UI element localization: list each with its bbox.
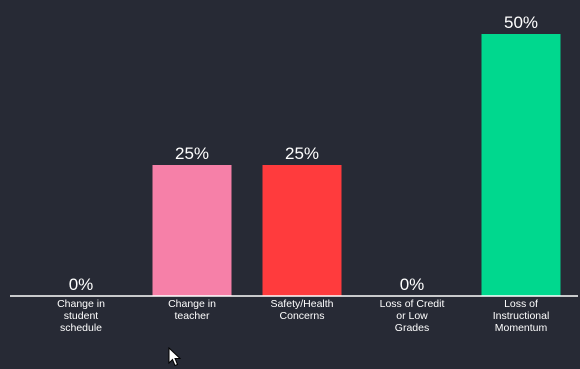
- category-label-line: Safety/Health: [270, 298, 333, 310]
- category-label-line: Momentum: [495, 322, 548, 334]
- value-label-2: 25%: [285, 144, 319, 163]
- mouse-pointer-icon: [168, 347, 182, 367]
- value-label-1: 25%: [175, 144, 209, 163]
- category-label-0: Change in student schedule: [57, 298, 105, 334]
- category-label-line: schedule: [60, 322, 102, 334]
- category-label-line: Change in: [168, 298, 216, 310]
- bar-1: [152, 165, 232, 296]
- bar-4: [481, 34, 561, 296]
- category-label-2: Safety/Health Concerns: [270, 298, 333, 322]
- category-label-line: Loss of Credit: [380, 298, 445, 310]
- value-labels-group: 0% 25% 25% 0% 50%: [69, 13, 538, 294]
- value-label-4: 50%: [504, 13, 538, 32]
- category-label-line: Change in: [57, 298, 105, 310]
- category-label-3: Loss of Credit or Low Grades: [380, 298, 445, 334]
- category-label-line: Concerns: [280, 310, 325, 322]
- category-label-1: Change in teacher: [168, 298, 216, 322]
- category-label-line: Loss of: [504, 298, 538, 310]
- category-label-line: or Low: [396, 310, 428, 322]
- category-label-line: teacher: [174, 310, 210, 322]
- category-label-line: Grades: [395, 322, 429, 334]
- value-label-3: 0%: [400, 275, 425, 294]
- category-label-line: student: [64, 310, 99, 322]
- bars-group: [152, 34, 561, 296]
- category-label-line: Instructional: [493, 310, 550, 322]
- value-label-0: 0%: [69, 275, 94, 294]
- category-label-4: Loss of Instructional Momentum: [493, 298, 550, 334]
- bar-2: [262, 165, 342, 296]
